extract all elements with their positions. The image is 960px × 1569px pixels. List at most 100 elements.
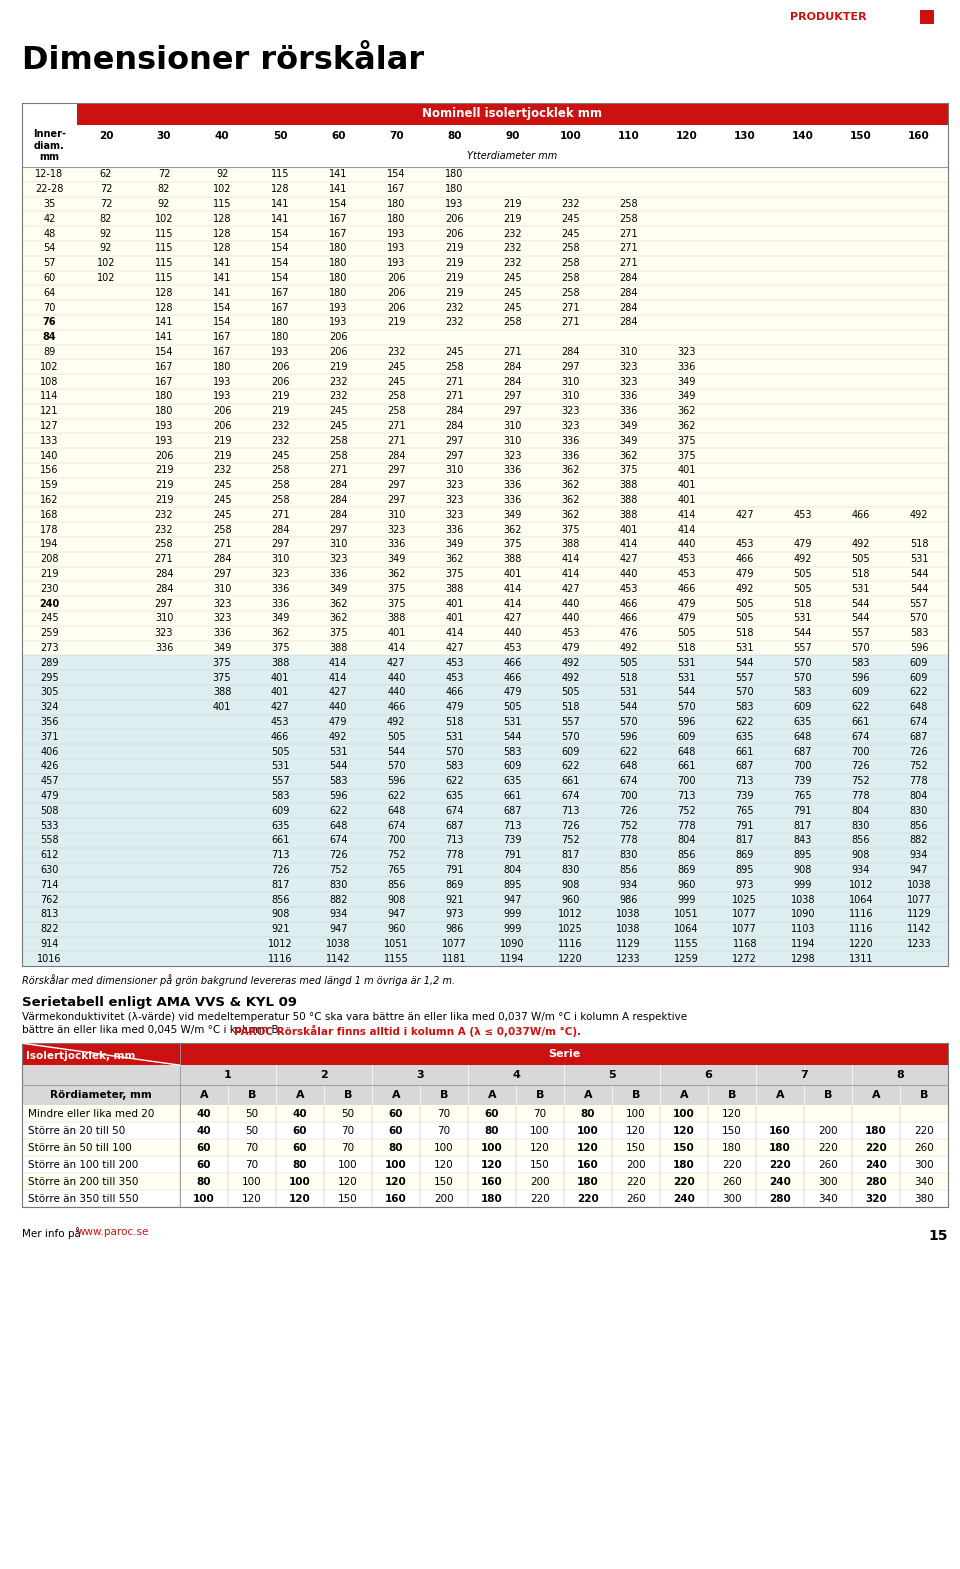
Text: 713: 713 [503,821,521,830]
Text: 180: 180 [445,184,464,195]
Text: Mer info på: Mer info på [22,1227,84,1240]
Text: 297: 297 [387,494,406,505]
Text: 778: 778 [619,835,637,846]
Text: 141: 141 [213,287,231,298]
Text: 258: 258 [619,199,637,209]
Text: Inner-
diam.
mm: Inner- diam. mm [33,129,66,162]
Text: 284: 284 [329,510,348,519]
Text: 120: 120 [626,1125,646,1136]
Text: 583: 583 [503,747,521,756]
Text: 414: 414 [562,554,580,565]
Text: B: B [920,1090,928,1100]
Text: 947: 947 [329,924,348,934]
Bar [22,1139,948,1156]
Text: B: B [632,1090,640,1100]
Text: 1142: 1142 [326,954,350,963]
Text: 375: 375 [678,436,696,446]
Text: 375: 375 [387,599,406,609]
Text: 479: 479 [562,643,580,653]
Text: 258: 258 [387,391,406,402]
Text: 466: 466 [619,613,637,623]
Text: 219: 219 [213,450,231,461]
Text: 635: 635 [735,731,754,742]
Text: 260: 260 [722,1177,742,1186]
Text: 349: 349 [678,391,696,402]
Text: 466: 466 [445,687,464,697]
Text: 232: 232 [155,510,174,519]
Text: 934: 934 [619,880,637,890]
Text: 206: 206 [445,229,464,238]
Text: 121: 121 [40,406,59,416]
Text: 908: 908 [794,865,812,876]
Bar [22,1086,948,1105]
Text: 596: 596 [678,717,696,726]
Text: 1194: 1194 [791,938,815,949]
Text: 130: 130 [733,130,756,141]
Text: 289: 289 [40,657,59,668]
Text: 1168: 1168 [732,938,757,949]
Text: 220: 220 [818,1142,838,1153]
Text: 674: 674 [910,717,928,726]
Text: 80: 80 [485,1125,499,1136]
Text: 232: 232 [503,243,522,254]
Text: 7: 7 [800,1070,808,1079]
Text: 622: 622 [562,761,580,772]
Text: 375: 375 [678,450,696,461]
Text: 80: 80 [581,1109,595,1119]
Text: 570: 570 [910,613,928,623]
Text: 934: 934 [852,865,870,876]
Text: 232: 232 [213,466,231,475]
Text: 128: 128 [271,184,289,195]
Text: 362: 362 [503,524,521,535]
Text: 804: 804 [910,791,928,802]
Text: 1064: 1064 [849,894,874,905]
Text: 193: 193 [387,259,405,268]
Text: 258: 258 [271,494,290,505]
Text: 817: 817 [794,821,812,830]
Text: 479: 479 [445,703,464,712]
Text: 544: 544 [910,570,928,579]
Text: 622: 622 [619,747,637,756]
Text: 271: 271 [445,377,464,386]
Text: 206: 206 [213,406,231,416]
Text: 1077: 1077 [732,910,757,919]
Text: 82: 82 [100,213,112,224]
Text: Större än 50 till 100: Större än 50 till 100 [28,1142,132,1153]
Text: 908: 908 [271,910,289,919]
Text: 258: 258 [271,480,290,490]
Text: 72: 72 [100,199,112,209]
Text: 856: 856 [910,821,928,830]
Text: 518: 518 [562,703,580,712]
Text: 674: 674 [562,791,580,802]
Text: 700: 700 [678,777,696,786]
Text: 193: 193 [445,199,464,209]
Text: 20: 20 [99,130,113,141]
Text: 219: 219 [271,391,289,402]
Text: 401: 401 [213,703,231,712]
Text: 362: 362 [678,406,696,416]
Text: 1038: 1038 [906,880,931,890]
Text: 115: 115 [155,229,173,238]
Text: 401: 401 [271,673,289,683]
Text: 284: 284 [619,287,637,298]
Text: 206: 206 [271,362,289,372]
Text: B: B [536,1090,544,1100]
Text: 375: 375 [387,584,406,593]
Text: 544: 544 [910,584,928,593]
Text: 505: 505 [271,747,290,756]
Text: 713: 713 [678,791,696,802]
Text: 193: 193 [155,420,173,431]
Text: 323: 323 [562,420,580,431]
Text: bättre än eller lika med 0,045 W/m °C i kolumn B.: bättre än eller lika med 0,045 W/m °C i … [22,1025,285,1036]
Text: 232: 232 [271,436,290,446]
Text: 336: 336 [562,450,580,461]
Text: 180: 180 [329,243,348,254]
Text: 1103: 1103 [791,924,815,934]
Text: 230: 230 [40,584,59,593]
Text: 140: 140 [792,130,814,141]
Text: 219: 219 [445,243,464,254]
Bar [22,1122,948,1139]
Text: 479: 479 [329,717,348,726]
Text: 1: 1 [224,1070,232,1079]
Text: 570: 570 [562,731,580,742]
